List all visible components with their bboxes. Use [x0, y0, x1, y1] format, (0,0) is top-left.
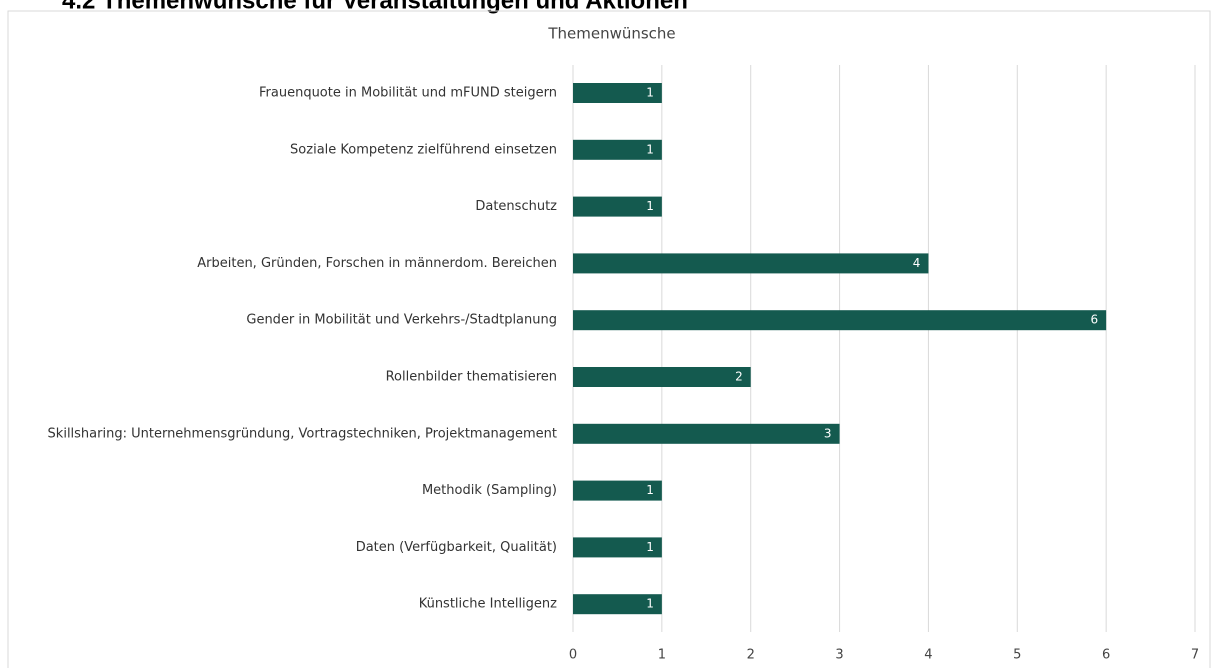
data-label: 1 — [646, 597, 654, 611]
y-tick-label: Methodik (Sampling) — [422, 483, 557, 498]
heading: 4.2 Themenwünsche für Veranstaltungen un… — [62, 0, 688, 14]
data-label: 2 — [735, 370, 743, 384]
data-label: 4 — [913, 256, 921, 270]
x-tick-label: 0 — [569, 648, 577, 663]
data-label: 3 — [824, 426, 832, 440]
x-tick-label: 6 — [1102, 648, 1110, 663]
y-tick-label: Soziale Kompetenz zielführend einsetzen — [290, 142, 557, 157]
bar — [573, 537, 662, 558]
x-tick-label: 1 — [658, 648, 666, 663]
y-tick-label: Rollenbilder thematisieren — [386, 370, 557, 385]
y-tick-label: Frauenquote in Mobilität und mFUND steig… — [259, 86, 557, 101]
y-tick-label: Datenschutz — [475, 199, 557, 214]
data-label: 1 — [646, 540, 654, 554]
data-label: 6 — [1091, 313, 1099, 327]
bar — [573, 594, 662, 615]
bar — [573, 83, 662, 103]
x-tick-label: 4 — [924, 648, 932, 663]
bar — [573, 310, 1107, 331]
data-label: 1 — [646, 483, 654, 497]
x-tick-label: 5 — [1013, 648, 1021, 663]
data-label: 1 — [646, 199, 654, 213]
y-tick-label: Skillsharing: Unternehmensgründung, Vort… — [48, 426, 557, 441]
x-tick-label: 2 — [747, 648, 755, 663]
x-tick-label: 3 — [835, 648, 843, 663]
y-tick-label: Künstliche Intelligenz — [419, 597, 557, 612]
bar — [573, 423, 840, 444]
bar — [573, 196, 662, 217]
bar — [573, 253, 929, 274]
bar — [573, 367, 751, 387]
data-label: 1 — [646, 86, 654, 100]
y-tick-label: Daten (Verfügbarkeit, Qualität) — [356, 540, 557, 555]
y-tick-label: Gender in Mobilität und Verkehrs-/Stadtp… — [246, 313, 557, 328]
bar — [573, 139, 662, 160]
chart-title: Themenwünsche — [547, 25, 675, 43]
chart-frame — [7, 10, 1211, 668]
x-tick-label: 7 — [1191, 648, 1199, 663]
data-label: 1 — [646, 142, 654, 156]
bar — [573, 480, 662, 501]
y-tick-label: Arbeiten, Gründen, Forschen in männerdom… — [197, 256, 557, 271]
